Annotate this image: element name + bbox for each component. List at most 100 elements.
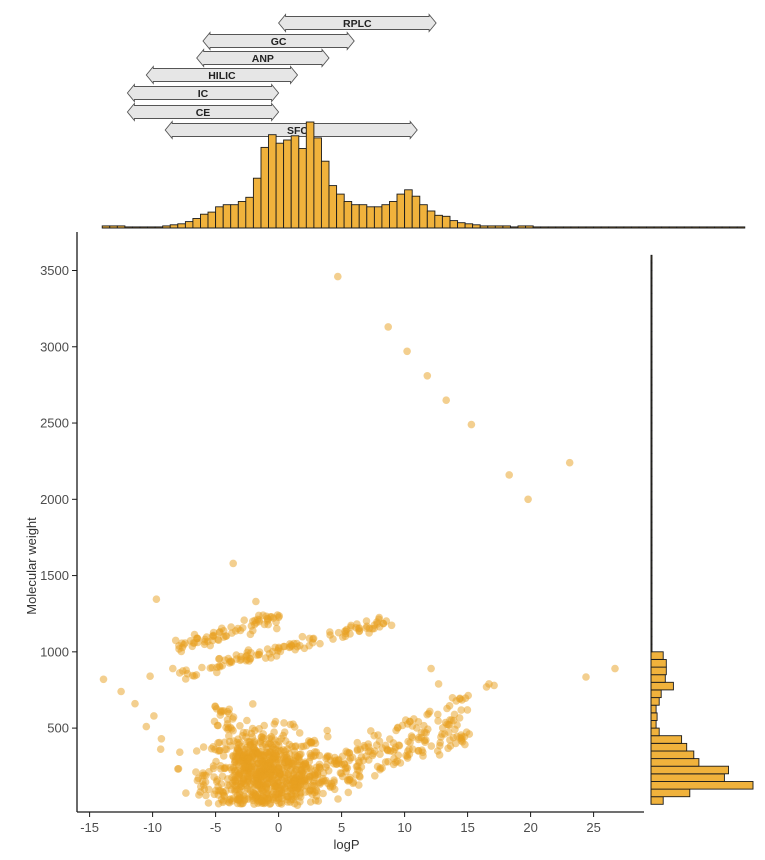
data-point xyxy=(304,764,313,772)
data-point xyxy=(176,748,184,756)
data-point xyxy=(279,731,288,740)
data-point xyxy=(225,732,233,740)
data-point xyxy=(300,644,309,653)
data-point xyxy=(256,772,265,781)
logp-histogram-bar xyxy=(184,221,194,229)
data-point xyxy=(421,738,429,746)
logp-histogram-bar xyxy=(215,206,224,229)
data-point xyxy=(192,768,200,776)
logp-histogram-bar xyxy=(313,137,322,229)
data-point xyxy=(249,700,257,708)
data-point xyxy=(316,780,324,788)
data-point xyxy=(157,735,166,743)
data-point xyxy=(213,776,221,784)
logp-histogram-bar xyxy=(449,220,459,229)
data-point xyxy=(457,706,466,714)
molecular-weight-histogram-bar xyxy=(650,666,667,676)
data-point xyxy=(248,724,257,733)
logp-histogram-bar xyxy=(245,196,254,229)
data-point xyxy=(456,695,464,703)
axes: logP Molecular weight -15 -10 -5 0 5 10 15 20 25… xyxy=(24,227,745,852)
data-point xyxy=(306,798,315,806)
data-point xyxy=(434,710,442,719)
data-point xyxy=(275,643,283,652)
data-point xyxy=(343,749,352,757)
data-point xyxy=(407,732,416,740)
data-point xyxy=(253,791,261,799)
data-point xyxy=(146,672,154,680)
data-point xyxy=(372,741,381,749)
data-point xyxy=(270,782,279,791)
data-point xyxy=(225,705,233,714)
data-point xyxy=(253,781,261,789)
data-point xyxy=(370,731,379,740)
data-point xyxy=(268,647,277,656)
data-point xyxy=(244,755,252,763)
data-point xyxy=(405,717,414,726)
data-point xyxy=(369,749,377,758)
data-point xyxy=(311,788,319,797)
data-point xyxy=(292,790,300,798)
data-point xyxy=(302,741,311,750)
logp-histogram-bar xyxy=(396,193,406,229)
molecular-weight-histogram-bar xyxy=(650,704,657,714)
molecular-weight-histogram-bar xyxy=(650,788,691,798)
data-point xyxy=(365,743,373,751)
logp-histogram-bar xyxy=(260,146,270,229)
y-tick-label: 1500 xyxy=(40,568,69,583)
logp-histogram-bar xyxy=(336,193,345,229)
data-point xyxy=(193,634,201,643)
data-point xyxy=(242,656,250,665)
logp-histogram-bar xyxy=(358,204,368,229)
logp-histogram-bar xyxy=(207,211,217,229)
x-tick-label: -10 xyxy=(143,820,162,835)
molecular-weight-histogram-bar xyxy=(650,742,688,752)
data-point xyxy=(213,721,222,730)
data-point xyxy=(414,735,423,744)
data-point xyxy=(232,655,241,663)
logp-histogram-bar xyxy=(290,135,300,229)
data-point xyxy=(254,651,263,659)
data-point xyxy=(406,738,414,747)
data-point xyxy=(246,630,255,639)
data-point xyxy=(261,740,270,749)
data-point xyxy=(205,768,213,776)
data-point xyxy=(565,458,574,467)
data-point xyxy=(505,471,513,479)
data-point xyxy=(395,741,403,749)
data-point xyxy=(237,787,245,795)
y-tick-label: 2000 xyxy=(40,492,69,507)
data-point xyxy=(243,716,251,725)
data-point xyxy=(280,752,289,760)
y-tick-label: 2500 xyxy=(40,416,69,431)
data-point xyxy=(371,772,379,780)
data-point xyxy=(217,708,225,716)
data-point xyxy=(323,752,332,760)
data-point xyxy=(171,636,180,645)
data-point xyxy=(353,738,362,747)
molecular-weight-histogram-bar xyxy=(650,712,658,721)
molecular-weight-histogram-bar xyxy=(650,758,700,767)
data-point xyxy=(445,728,453,736)
data-point xyxy=(238,742,246,751)
data-point xyxy=(225,659,234,667)
y-tick-label: 1000 xyxy=(40,644,69,659)
logp-histogram-bar xyxy=(464,223,474,229)
data-point xyxy=(242,733,250,741)
data-point xyxy=(463,706,472,714)
data-point xyxy=(323,779,332,788)
data-point xyxy=(342,627,350,635)
data-point xyxy=(449,733,458,742)
data-point xyxy=(330,760,338,768)
data-point xyxy=(99,675,108,684)
logp-histogram-bar xyxy=(381,204,390,229)
data-point xyxy=(349,779,357,788)
logp-histogram-bar xyxy=(192,218,201,229)
data-point xyxy=(264,615,273,624)
molecular-weight-histogram-bar xyxy=(650,727,660,737)
logp-histogram-bar xyxy=(373,206,383,229)
logp-histogram-bar xyxy=(389,201,398,229)
data-point xyxy=(199,743,208,751)
data-point xyxy=(316,639,324,648)
data-point xyxy=(365,624,374,633)
